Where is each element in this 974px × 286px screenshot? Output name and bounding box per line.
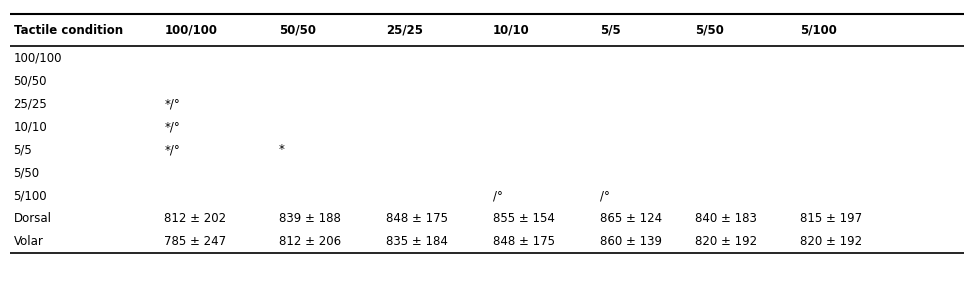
Text: 5/100: 5/100 bbox=[800, 24, 837, 37]
Text: 835 ± 184: 835 ± 184 bbox=[386, 235, 448, 248]
Text: 785 ± 247: 785 ± 247 bbox=[165, 235, 227, 248]
Text: 848 ± 175: 848 ± 175 bbox=[386, 212, 448, 225]
Text: Dorsal: Dorsal bbox=[14, 212, 52, 225]
Text: 5/100: 5/100 bbox=[14, 189, 47, 202]
Text: 5/50: 5/50 bbox=[14, 166, 40, 179]
Text: 50/50: 50/50 bbox=[14, 74, 47, 87]
Text: /°: /° bbox=[493, 189, 503, 202]
Text: 860 ± 139: 860 ± 139 bbox=[600, 235, 661, 248]
Text: 848 ± 175: 848 ± 175 bbox=[493, 235, 555, 248]
Text: 100/100: 100/100 bbox=[14, 51, 62, 64]
Text: */°: */° bbox=[165, 97, 180, 110]
Text: */°: */° bbox=[165, 143, 180, 156]
Text: 10/10: 10/10 bbox=[493, 24, 530, 37]
Text: 820 ± 192: 820 ± 192 bbox=[800, 235, 862, 248]
Text: 25/25: 25/25 bbox=[14, 97, 48, 110]
Text: Tactile condition: Tactile condition bbox=[14, 24, 123, 37]
Text: *: * bbox=[279, 143, 284, 156]
Text: /°: /° bbox=[600, 189, 610, 202]
Text: 812 ± 206: 812 ± 206 bbox=[279, 235, 341, 248]
Text: 820 ± 192: 820 ± 192 bbox=[695, 235, 757, 248]
Text: 5/5: 5/5 bbox=[600, 24, 620, 37]
Text: 10/10: 10/10 bbox=[14, 120, 48, 133]
Text: 50/50: 50/50 bbox=[279, 24, 316, 37]
Text: 855 ± 154: 855 ± 154 bbox=[493, 212, 554, 225]
Text: 865 ± 124: 865 ± 124 bbox=[600, 212, 661, 225]
Text: */°: */° bbox=[165, 120, 180, 133]
Text: 25/25: 25/25 bbox=[386, 24, 423, 37]
Text: Volar: Volar bbox=[14, 235, 44, 248]
Text: 812 ± 202: 812 ± 202 bbox=[165, 212, 227, 225]
Text: 100/100: 100/100 bbox=[165, 24, 217, 37]
Text: 839 ± 188: 839 ± 188 bbox=[279, 212, 341, 225]
Text: 5/5: 5/5 bbox=[14, 143, 32, 156]
Text: 815 ± 197: 815 ± 197 bbox=[800, 212, 862, 225]
Text: 840 ± 183: 840 ± 183 bbox=[695, 212, 757, 225]
Text: 5/50: 5/50 bbox=[695, 24, 724, 37]
